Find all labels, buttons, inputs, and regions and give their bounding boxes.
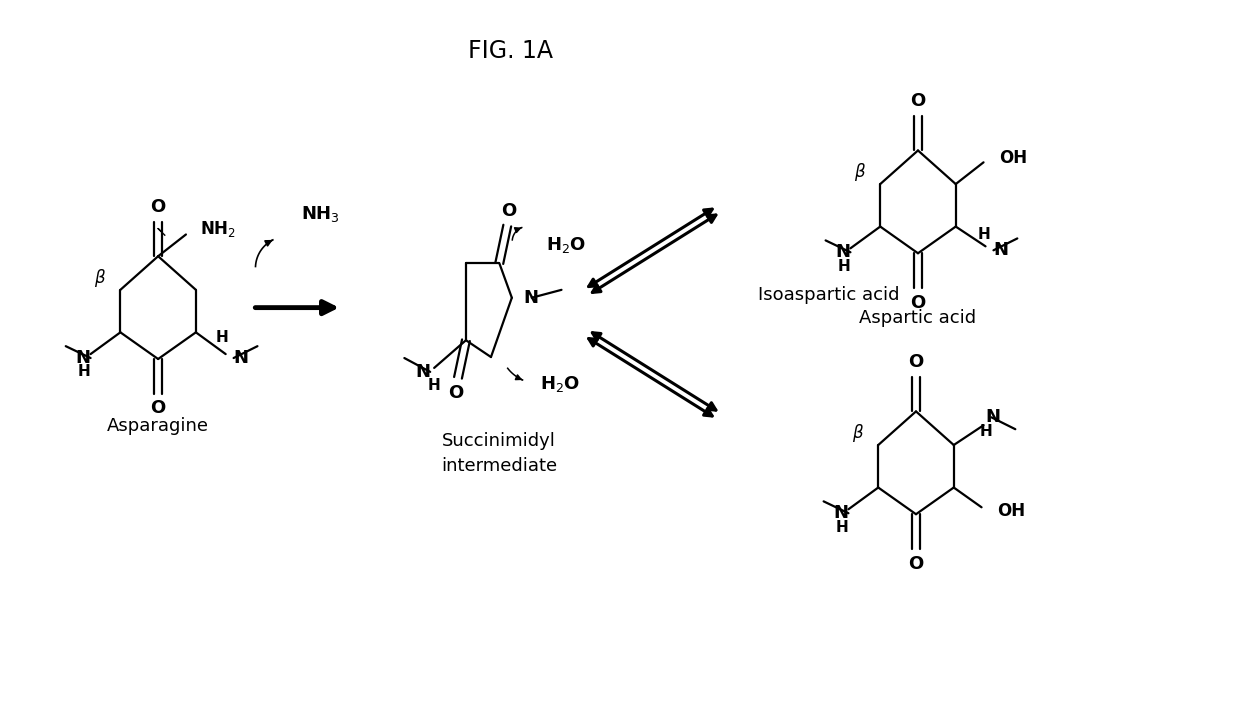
Text: Aspartic acid: Aspartic acid [859,310,977,328]
Text: O: O [910,294,925,312]
Text: O: O [909,554,924,573]
Text: H$_2$O: H$_2$O [547,235,587,256]
Text: H$_2$O: H$_2$O [541,374,580,393]
Text: H: H [216,330,228,345]
Text: N: N [76,349,91,367]
Text: $\beta$: $\beta$ [852,422,864,444]
Text: O: O [449,383,464,401]
Text: N: N [523,289,538,307]
Text: OH: OH [997,503,1025,521]
Text: H: H [977,227,991,242]
Text: Isoaspartic acid: Isoaspartic acid [758,286,899,304]
Text: NH$_3$: NH$_3$ [300,204,340,224]
Text: $\beta$: $\beta$ [854,161,867,183]
Text: O: O [150,198,166,216]
Text: N: N [836,243,851,261]
Text: OH: OH [999,149,1028,168]
Text: H: H [428,378,440,393]
Text: NH$_2$: NH$_2$ [200,219,236,238]
Text: FIG. 1A: FIG. 1A [469,38,553,63]
Text: H: H [836,520,848,534]
Text: Succinimidyl: Succinimidyl [441,432,556,450]
Text: N: N [415,363,430,381]
Text: $\beta$: $\beta$ [94,267,107,289]
Text: O: O [910,92,925,110]
Text: N: N [986,409,1001,427]
Text: O: O [502,201,517,219]
Text: N: N [233,349,248,367]
Text: N: N [993,241,1008,259]
Text: O: O [909,353,924,371]
Text: N: N [833,504,848,522]
Text: H: H [838,258,851,274]
Text: O: O [150,399,166,417]
Text: H: H [980,424,992,439]
Text: H: H [78,365,91,379]
Text: Asparagine: Asparagine [107,417,210,435]
Text: intermediate: intermediate [440,457,557,475]
